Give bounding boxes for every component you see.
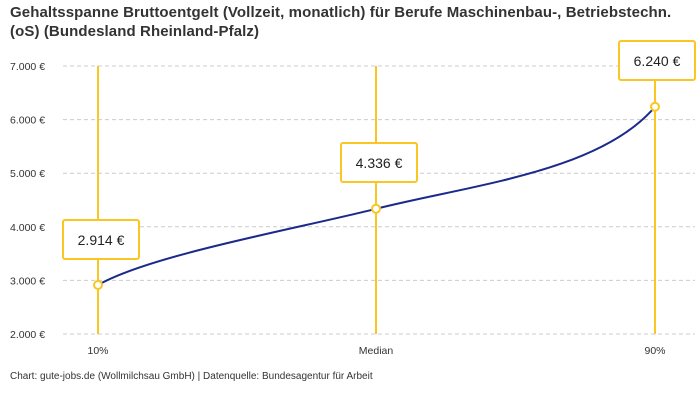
y-tick-label: 6.000 € (10, 115, 45, 127)
x-tick-label: 90% (644, 345, 665, 357)
x-tick-label: Median (359, 345, 394, 357)
data-label-box (618, 40, 696, 81)
y-tick-label: 3.000 € (10, 275, 45, 287)
y-tick-label: 5.000 € (10, 168, 45, 180)
y-tick-label: 7.000 € (10, 61, 45, 73)
y-tick-label: 4.000 € (10, 222, 45, 234)
data-point (93, 280, 103, 291)
data-label-box (62, 219, 140, 260)
chart-title: Gehaltsspanne Bruttoentgelt (Vollzeit, m… (10, 4, 672, 40)
data-label: 2.914 € (78, 232, 125, 248)
x-tick-label: 10% (87, 345, 108, 357)
data-label: 6.240 € (634, 53, 681, 69)
data-point (650, 101, 660, 112)
y-tick-label: 2.000 € (10, 329, 45, 341)
data-point (371, 203, 381, 214)
chart-footer: Chart: gute-jobs.de (Wollmilchsau GmbH) … (10, 371, 373, 382)
data-label-box (340, 142, 418, 183)
data-label: 4.336 € (356, 155, 403, 171)
